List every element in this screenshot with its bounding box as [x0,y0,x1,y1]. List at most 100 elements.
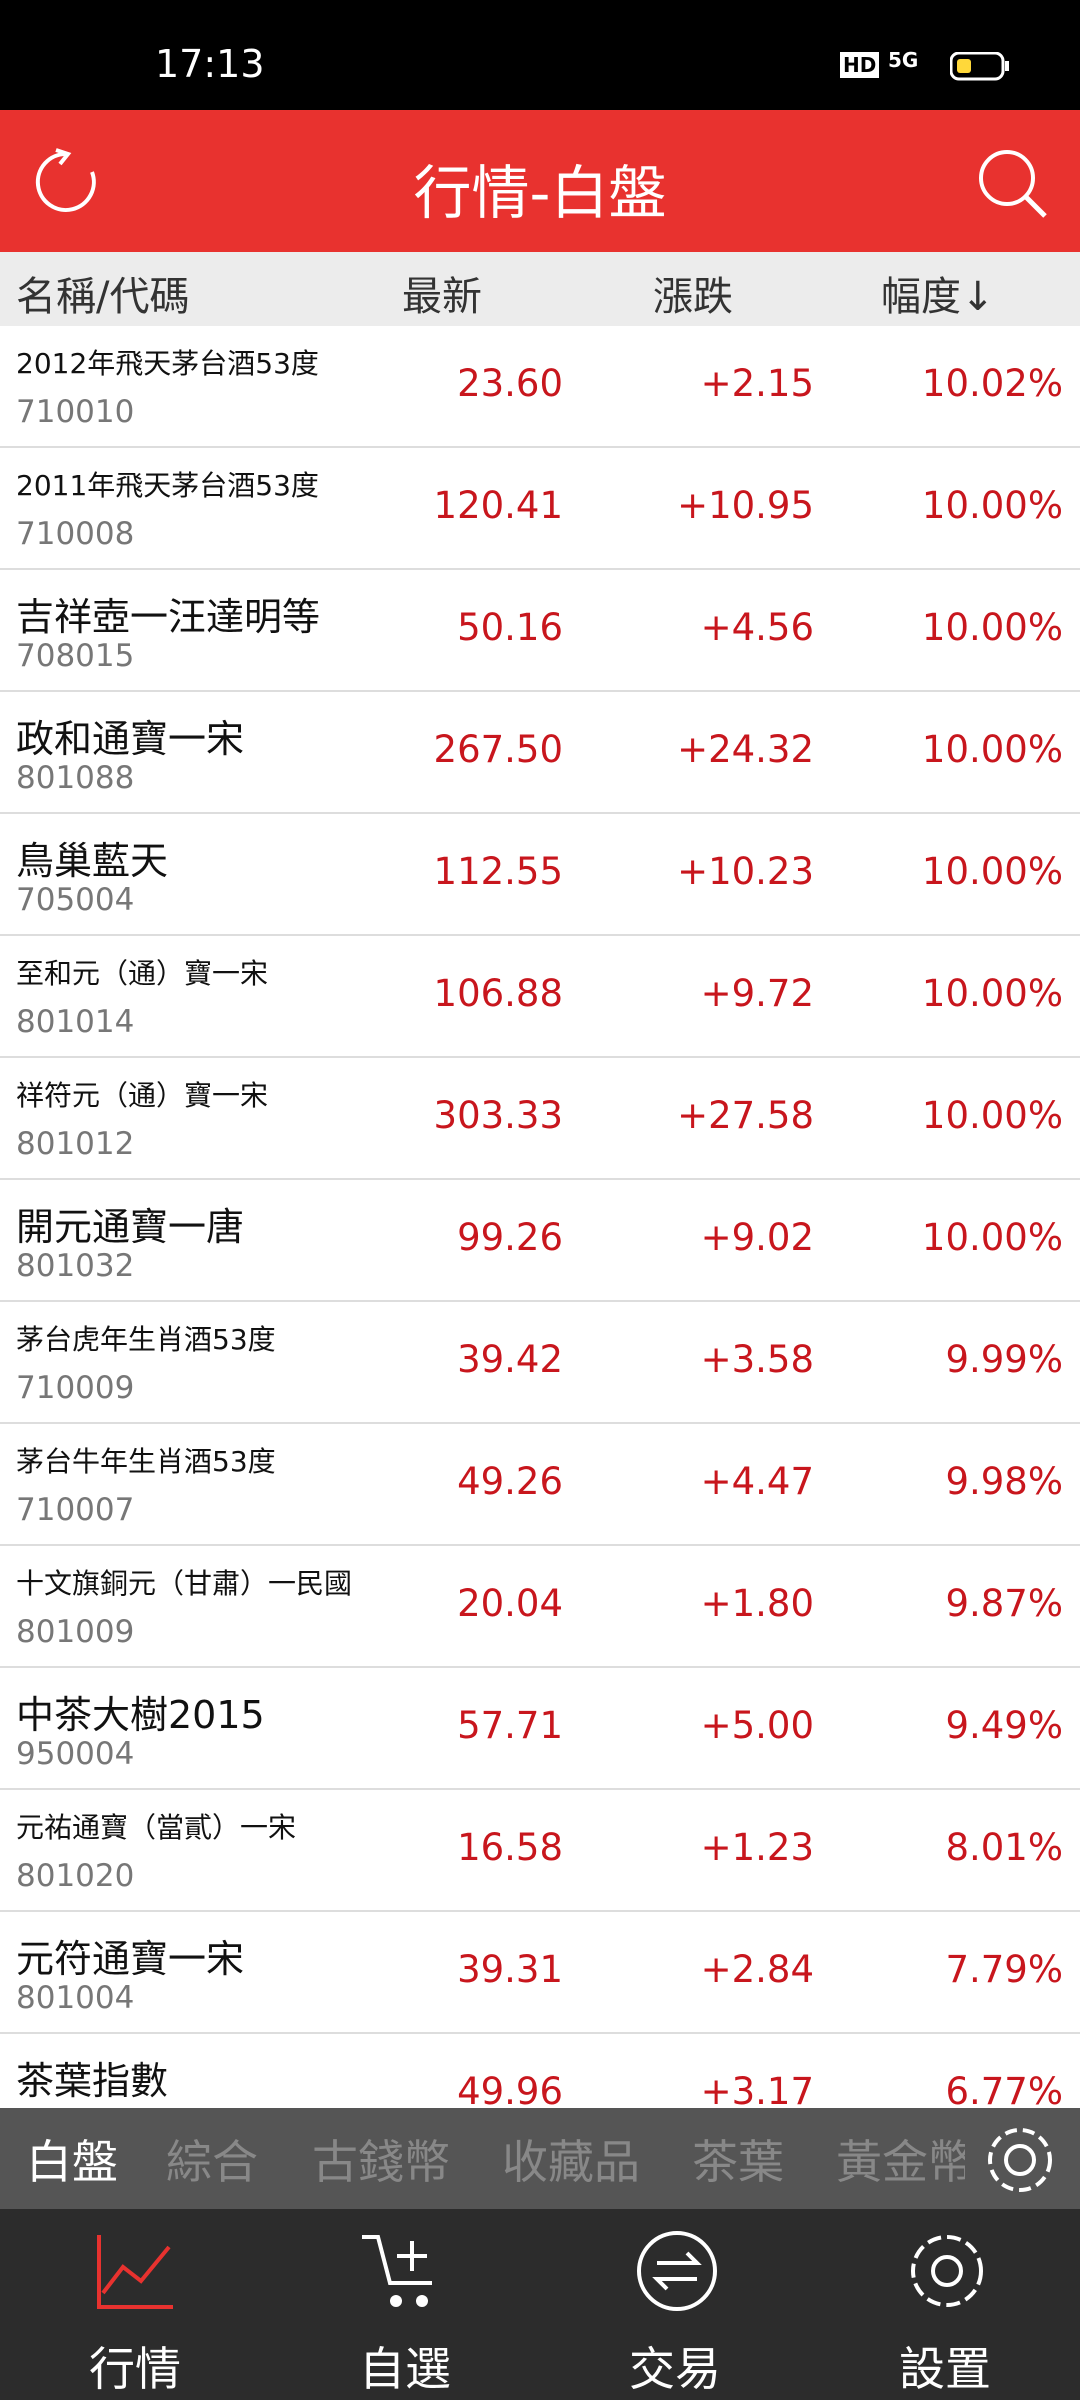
change: +10.23 [677,850,814,893]
price: 39.42 [457,1338,563,1381]
item-name: 十文旗銅元（甘肅）一民國 [16,1567,353,1600]
item-name: 元符通寶一宋 [16,1937,245,1981]
column-title: 漲跌 [653,274,733,320]
change-pct: 10.02% [921,362,1063,405]
nav-item[interactable]: 交易 [629,2342,721,2396]
header: 行情-白盤 [0,110,1080,252]
market-icon [97,2235,173,2309]
quote-row[interactable]: 茅台虎年生肖酒53度 710009 39.42 +3.58 9.99% [0,1302,1080,1424]
change-pct: 8.01% [945,1826,1063,1869]
watchlist-icon [362,2235,432,2307]
item-name: 鳥巢藍天 [16,839,169,883]
change: +24.32 [677,728,814,771]
change-pct: 10.00% [921,728,1063,771]
item-name: 政和通寶一宋 [16,717,245,761]
category-tab[interactable]: 黃金幣 [836,2135,974,2189]
trade-icon [637,2231,717,2311]
change: +1.80 [700,1582,814,1625]
price: 303.33 [433,1094,563,1137]
change: +2.84 [700,1948,814,1991]
change-pct: 6.77% [945,2070,1063,2108]
item-name: 中茶大樹2015 [16,1693,265,1737]
price: 50.16 [457,606,563,649]
quote-row[interactable]: 鳥巢藍天 705004 112.55 +10.23 10.00% [0,814,1080,936]
change: +5.00 [700,1704,814,1747]
battery [950,52,1009,81]
item-name: 2011年飛天茅台酒53度 [16,469,319,502]
category-tab[interactable]: 收藏品 [502,2135,640,2189]
price: 49.26 [457,1460,563,1503]
column-title[interactable]: 幅度↓ [881,274,995,320]
search-button[interactable] [975,146,1051,222]
change: +1.23 [700,1826,814,1869]
quote-row[interactable]: 政和通寶一宋 801088 267.50 +24.32 10.00% [0,692,1080,814]
item-name: 2012年飛天茅台酒53度 [16,347,319,380]
price: 39.31 [457,1948,563,1991]
change-pct: 7.79% [945,1948,1063,1991]
refresh-button[interactable] [30,146,102,218]
quote-row[interactable]: 茅台牛年生肖酒53度 710007 49.26 +4.47 9.98% [0,1424,1080,1546]
item-name: 祥符元（通）寶一宋 [16,1079,269,1112]
change-pct: 10.00% [921,850,1063,893]
item-code: 710009 [16,1370,135,1406]
price: 57.71 [457,1704,563,1747]
quote-row[interactable]: 吉祥壺一汪達明等 708015 50.16 +4.56 10.00% [0,570,1080,692]
item-name: 茅台牛年生肖酒53度 [16,1445,276,1478]
hd-icon: HD [840,52,880,78]
change: +4.56 [700,606,814,649]
item-code: 705004 [16,882,135,918]
category-tabs: 白盤 綜合 古錢幣 收藏品 茶葉 黃金幣 [0,2108,1080,2209]
item-code: 801020 [16,1858,135,1894]
nav-item[interactable]: 設置 [899,2342,991,2396]
quote-row[interactable]: 2011年飛天茅台酒53度 710008 120.41 +10.95 10.00% [0,448,1080,570]
quote-row[interactable]: 至和元（通）寶一宋 801014 106.88 +9.72 10.00% [0,936,1080,1058]
change: +4.47 [700,1460,814,1503]
price: 16.58 [457,1826,563,1869]
item-code: 801014 [16,1004,135,1040]
item-name: 茅台虎年生肖酒53度 [16,1323,276,1356]
item-code: 801012 [16,1126,135,1162]
column-title: 最新 [402,274,482,320]
change: +10.95 [677,484,814,527]
network: 5G [888,48,919,72]
item-name: 吉祥壺一汪達明等 [16,595,321,639]
quote-row[interactable]: 元符通寶一宋 801004 39.31 +2.84 7.79% [0,1912,1080,2034]
change: +3.17 [700,2070,814,2108]
quote-list: 2012年飛天茅台酒53度 710010 23.60 +2.15 10.02% 2011年… [0,326,1080,2108]
quote-row[interactable]: 中茶大樹2015 950004 57.71 +5.00 9.49% [0,1668,1080,1790]
category-tab[interactable]: 茶葉 [692,2135,784,2189]
change-pct: 10.00% [921,484,1063,527]
quote-row[interactable]: 茶葉指數 49.96 +3.17 6.77% [0,2034,1080,2108]
quote-row[interactable]: 開元通寶一唐 801032 99.26 +9.02 10.00% [0,1180,1080,1302]
quote-row[interactable]: 十文旗銅元（甘肅）一民國 801009 20.04 +1.80 9.87% [0,1546,1080,1668]
change-pct: 9.49% [945,1704,1063,1747]
quote-row[interactable]: 元祐通寶（當貳）一宋 801020 16.58 +1.23 8.01% [0,1790,1080,1912]
price: 267.50 [433,728,563,771]
category-tab[interactable]: 白盤 [26,2135,118,2189]
price: 20.04 [457,1582,563,1625]
quote-row[interactable]: 2012年飛天茅台酒53度 710010 23.60 +2.15 10.02% [0,326,1080,448]
item-code: 801088 [16,760,135,796]
item-code: 801032 [16,1248,135,1284]
settings-icon [911,2235,983,2307]
settings-tab-button[interactable] [978,2118,1062,2202]
item-code: 708015 [16,638,135,674]
bottom-nav: 行情 自選 交易 設置 [0,2209,1080,2400]
category-tab[interactable]: 綜合 [166,2135,258,2189]
nav-item[interactable]: 行情 [89,2342,181,2396]
item-name: 元祐通寶（當貳）一宋 [16,1811,297,1844]
column-title: 名稱/代碼 [16,274,190,320]
quote-row[interactable]: 祥符元（通）寶一宋 801012 303.33 +27.58 10.00% [0,1058,1080,1180]
change-pct: 9.98% [945,1460,1063,1503]
change: +27.58 [677,1094,814,1137]
change: +3.58 [700,1338,814,1381]
item-code: 710010 [16,394,135,430]
price: 99.26 [457,1216,563,1259]
change-pct: 10.00% [921,972,1063,1015]
nav-item[interactable]: 自選 [359,2342,451,2396]
change: +2.15 [700,362,814,405]
change: +9.72 [700,972,814,1015]
category-tab[interactable]: 古錢幣 [312,2135,450,2189]
price: 23.60 [457,362,563,405]
